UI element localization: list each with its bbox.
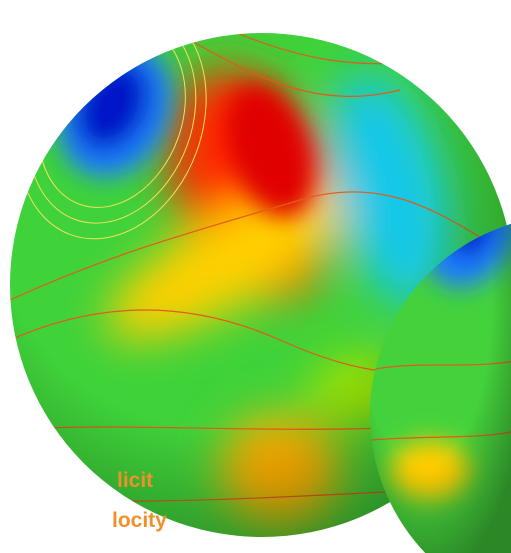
screenshot: licit locity bbox=[0, 0, 511, 553]
caption-line: licit bbox=[117, 470, 153, 491]
sphere-visualization bbox=[0, 0, 511, 553]
caption-line: locity bbox=[112, 510, 167, 531]
